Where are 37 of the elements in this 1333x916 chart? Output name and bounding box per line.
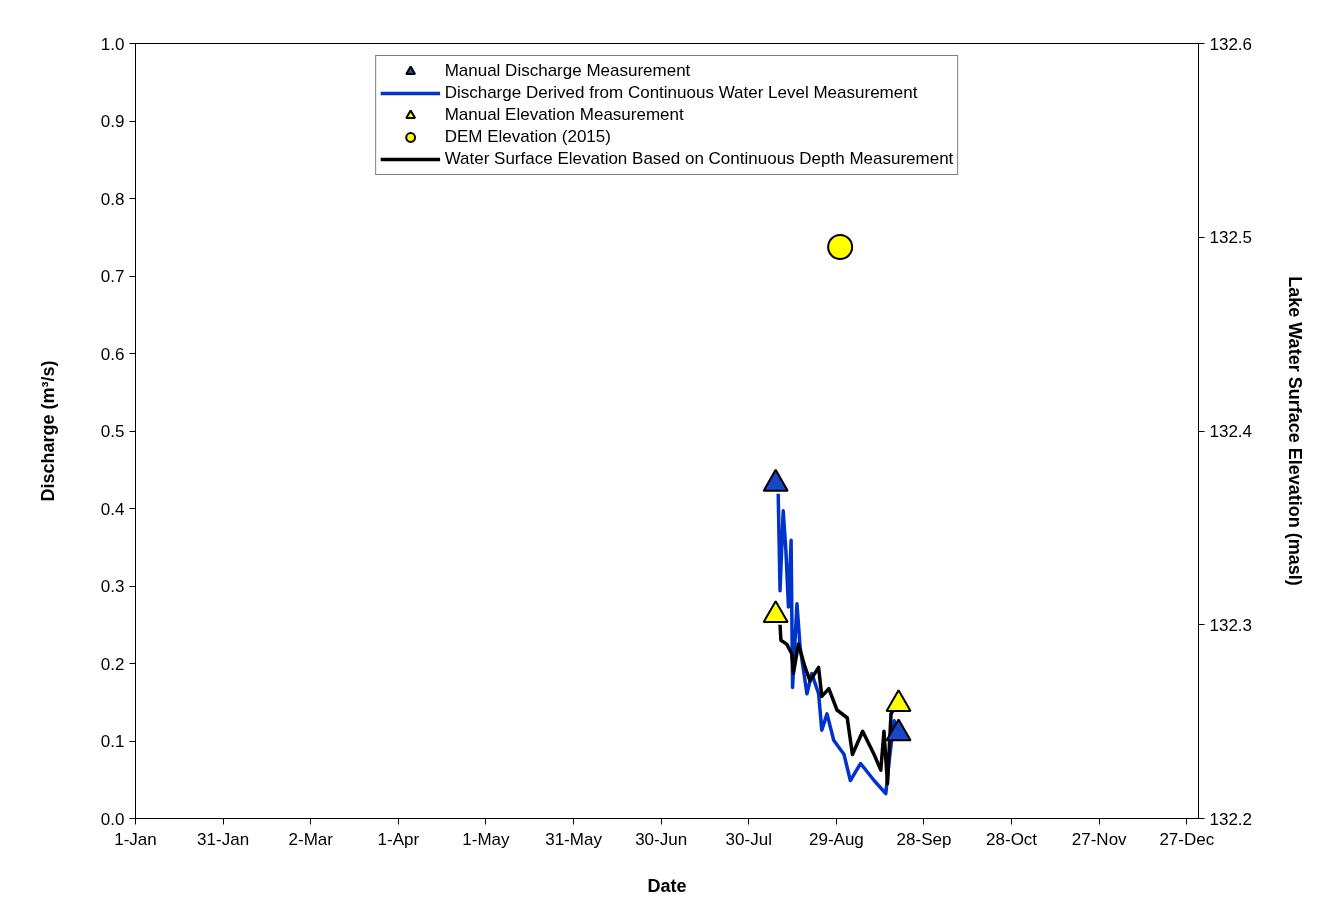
x-tick-label: 31-Jan [197,829,250,849]
x-tick-label: 29-Aug [808,829,864,849]
legend-label: Discharge Derived from Continuous Water Level Measurement [444,82,918,104]
y-tick-label: 0.0 [100,809,125,829]
y2-tick-label: 132.2 [1209,809,1253,829]
y-tick-label: 0.2 [100,654,125,674]
legend-label: Water Surface Elevation Based on Continuous Depth Measurement [444,148,954,170]
y2-tick-label: 132.3 [1209,615,1253,635]
x-tick-label: 30-Jul [725,829,772,849]
y-tick-label: 0.7 [100,267,125,286]
x-tick-label: 30-Jun [635,829,688,849]
y2-tick-label: 132.6 [1209,34,1253,54]
legend-label: Manual Elevation Measurement [444,104,684,126]
y-tick-label: 0.8 [100,189,125,209]
x-tick-label: 28-Oct [986,829,1038,849]
x-axis-title: Date [647,875,687,896]
y-tick-label: 0.1 [100,732,125,751]
y2-tick-label: 132.4 [1209,422,1253,441]
legend-label: Manual Discharge Measurement [444,60,691,82]
x-tick-label: 1-May [462,829,511,849]
y2-axis-title: Lake Water Surface Elevation (masl) [1285,276,1306,586]
x-tick-label: 1-Apr [377,829,420,849]
legend-label: DEM Elevation (2015) [444,126,611,148]
y-axis-title: Discharge (m³/s) [37,360,58,502]
y-tick-label: 0.4 [100,499,125,519]
y-tick-label: 0.5 [100,422,125,441]
y-tick-label: 1.0 [100,34,125,54]
x-tick-label: 31-May [545,829,603,849]
x-tick-label: 2-Mar [288,829,334,849]
x-tick-label: 27-Dec [1159,829,1215,849]
x-tick-label: 27-Nov [1071,829,1128,849]
y-tick-label: 0.3 [100,577,125,596]
y-tick-label: 0.6 [100,344,125,364]
y-tick-label: 0.9 [100,112,125,131]
x-tick-label: 1-Jan [114,829,157,849]
y2-tick-label: 132.5 [1209,228,1253,248]
x-tick-label: 28-Sep [896,829,952,849]
